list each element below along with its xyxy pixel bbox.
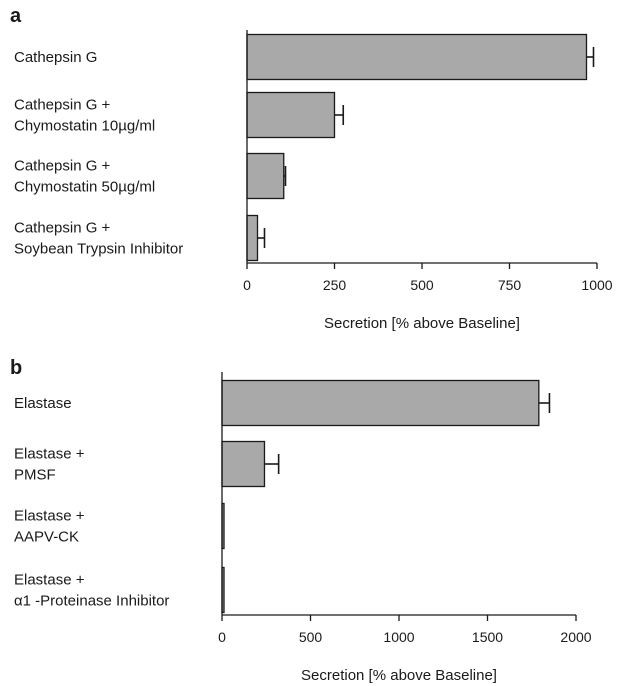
panel-b: b Elastase Elastase + PMSF Elastase + AAPV-CK… — [10, 357, 592, 684]
x-tick-label: 1500 — [472, 629, 503, 645]
panel-letter: b — [10, 357, 22, 379]
panel-letter: a — [10, 5, 22, 27]
category-label: Elastase + — [14, 508, 85, 525]
category-label: α1 -Proteinase Inhibitor — [14, 593, 169, 610]
category-label: Soybean Trypsin Inhibitor — [14, 241, 183, 258]
category-label: Elastase — [14, 395, 72, 412]
category-label: Cathepsin G + — [14, 158, 111, 175]
category-label: Cathepsin G + — [14, 97, 111, 114]
x-tick-label: 0 — [243, 277, 251, 293]
category-label: PMSF — [14, 467, 56, 484]
category-label: Chymostatin 50µg/ml — [14, 179, 155, 196]
bar — [246, 33, 588, 81]
x-tick-label: 2000 — [560, 629, 591, 645]
x-tick-label: 1000 — [581, 277, 612, 293]
category-label: Chymostatin 10µg/ml — [14, 118, 155, 135]
x-tick-label: 500 — [410, 277, 434, 293]
bar — [221, 379, 540, 427]
x-axis-title: Secretion [% above Baseline] — [324, 315, 520, 332]
category-label: Cathepsin G + — [14, 220, 111, 237]
category-label: AAPV-CK — [14, 529, 79, 546]
category-label: Elastase + — [14, 446, 85, 463]
x-tick-label: 1000 — [383, 629, 414, 645]
x-tick-label: 500 — [299, 629, 323, 645]
panel-a: a Cathepsin G Cathepsin G + Chymostatin 10µ… — [10, 5, 613, 332]
bar — [221, 440, 266, 488]
x-axis-title: Secretion [% above Baseline] — [301, 667, 497, 684]
category-label: Elastase + — [14, 572, 85, 589]
x-tick-label: 0 — [218, 629, 226, 645]
bar — [246, 91, 336, 139]
category-label: Cathepsin G — [14, 49, 97, 66]
x-tick-label: 750 — [498, 277, 522, 293]
bar — [246, 214, 259, 262]
x-tick-label: 250 — [323, 277, 347, 293]
bar — [246, 152, 285, 200]
